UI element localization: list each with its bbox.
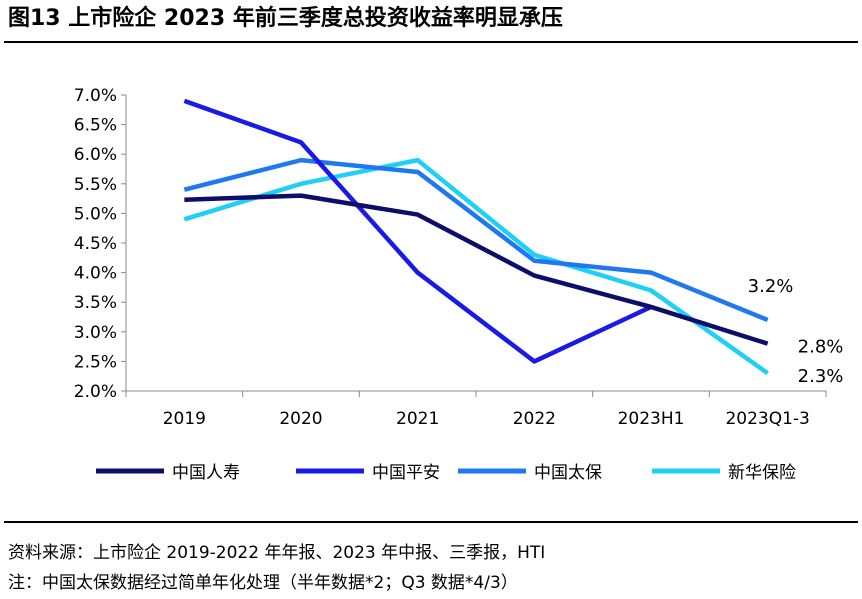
data-labels: 3.2% 2.8% 2.3% — [748, 276, 844, 387]
y-tick-label: 5.0% — [74, 204, 117, 224]
footnote: 注：中国太保数据经过简单年化处理（半年数据*2；Q3 数据*4/3） — [8, 573, 518, 593]
figure-title: 图13 上市险企 2023 年前三季度总投资收益率明显承压 — [8, 6, 563, 31]
legend-label: 中国平安 — [372, 463, 440, 483]
line-chart: 2.0% 2.5% 3.0% 3.5% 4.0% 4.5% 5.0% 5.5% 6.0% 6.5%… — [74, 86, 844, 483]
series-65b0-4-line — [183, 157, 769, 376]
y-tick-label: 6.0% — [74, 145, 117, 165]
x-tick-label: 2023Q1-3 — [725, 409, 809, 429]
top-rule — [4, 41, 858, 43]
y-tick-label: 3.0% — [74, 323, 117, 343]
x-tick-label: 2022 — [513, 409, 556, 429]
y-tick-label: 2.0% — [74, 382, 117, 402]
y-axis: 2.0% 2.5% 3.0% 3.5% 4.0% 4.5% 5.0% 5.5% 6.0% 6.5%… — [74, 86, 127, 402]
bottom-rule — [4, 521, 858, 523]
data-label: 3.2% — [748, 276, 794, 297]
legend: 中国人寿 中国平安 中国太保 新华保险 — [96, 463, 796, 483]
y-tick-label: 5.5% — [74, 175, 117, 195]
y-tick-label: 3.5% — [74, 293, 117, 313]
series-4e2d-4-line — [183, 98, 652, 364]
x-tick-label: 2023H1 — [618, 409, 685, 429]
data-label: 2.8% — [798, 337, 844, 358]
y-tick-label: 4.0% — [74, 264, 117, 284]
y-tick-label: 4.5% — [74, 234, 117, 254]
series-4e2d-4-line — [184, 193, 769, 346]
y-tick-label: 2.5% — [74, 352, 117, 372]
source-note: 资料来源：上市险企 2019-2022 年年报、2023 年中报、三季报，HTI — [8, 543, 546, 563]
y-tick-label: 7.0% — [74, 86, 117, 106]
x-tick-label: 2019 — [163, 409, 206, 429]
data-label: 2.3% — [798, 366, 844, 387]
legend-label: 新华保险 — [728, 463, 796, 483]
legend-label: 中国太保 — [534, 463, 602, 483]
series-4e2d-4-line — [183, 157, 769, 323]
series-lines — [183, 98, 769, 376]
legend-label: 中国人寿 — [172, 463, 240, 483]
x-tick-label: 2021 — [396, 409, 439, 429]
x-axis: 2019 2020 2021 2022 2023H1 2023Q1-3 — [125, 390, 827, 429]
x-tick-label: 2020 — [279, 409, 322, 429]
y-tick-label: 6.5% — [74, 116, 117, 136]
